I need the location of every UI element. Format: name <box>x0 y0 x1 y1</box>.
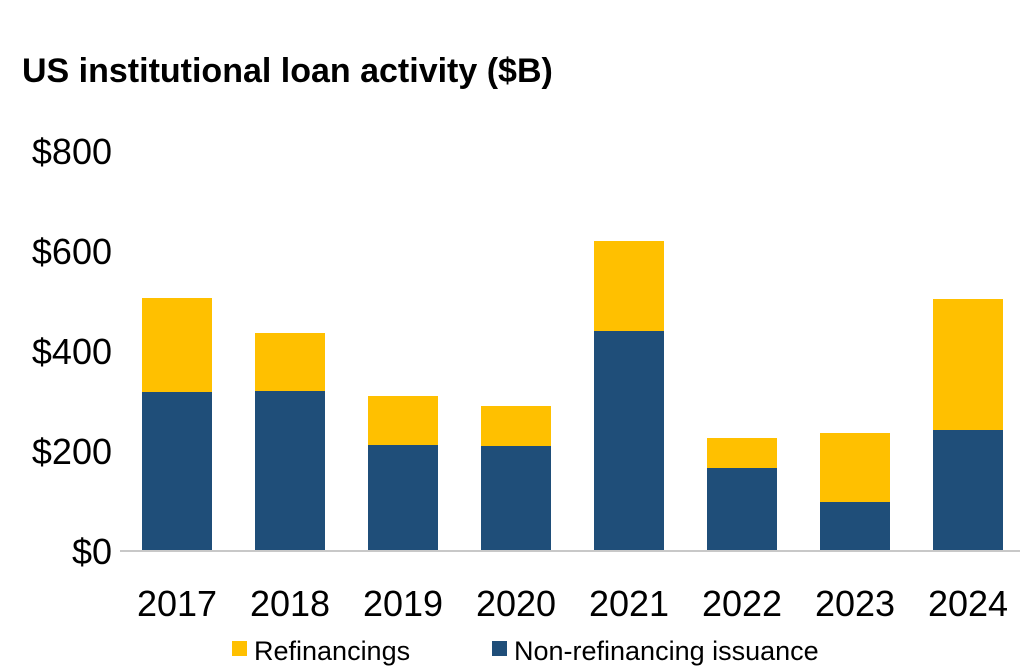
x-tick-label: 2022 <box>702 583 782 624</box>
bar-non-refinancing-issuance-2017 <box>142 392 212 551</box>
legend-label: Refinancings <box>254 636 410 666</box>
bar-non-refinancing-issuance-2021 <box>594 331 664 551</box>
x-tick-label: 2021 <box>589 583 669 624</box>
y-tick-label: $400 <box>32 331 112 372</box>
bar-refinancings-2020 <box>481 406 551 446</box>
chart-title: US institutional loan activity ($B) <box>22 52 553 90</box>
y-tick-label: $600 <box>32 231 112 272</box>
bar-refinancings-2023 <box>820 433 890 502</box>
bar-non-refinancing-issuance-2023 <box>820 502 890 551</box>
bar-non-refinancing-issuance-2022 <box>707 468 777 551</box>
bar-refinancings-2017 <box>142 298 212 392</box>
bar-non-refinancing-issuance-2020 <box>481 446 551 551</box>
y-tick-label: $200 <box>32 431 112 472</box>
bar-non-refinancing-issuance-2024 <box>933 430 1003 551</box>
bar-refinancings-2019 <box>368 396 438 445</box>
bar-refinancings-2022 <box>707 438 777 468</box>
x-tick-label: 2019 <box>363 583 443 624</box>
x-tick-label: 2024 <box>928 583 1008 624</box>
bar-non-refinancing-issuance-2018 <box>255 391 325 551</box>
x-tick-label: 2020 <box>476 583 556 624</box>
y-tick-label: $800 <box>32 131 112 172</box>
legend-swatch <box>232 641 247 656</box>
bar-refinancings-2021 <box>594 241 664 331</box>
y-tick-label: $0 <box>72 531 112 572</box>
x-tick-label: 2018 <box>250 583 330 624</box>
x-tick-label: 2023 <box>815 583 895 624</box>
x-tick-label: 2017 <box>137 583 217 624</box>
bar-refinancings-2018 <box>255 333 325 391</box>
bar-refinancings-2024 <box>933 299 1003 430</box>
bar-non-refinancing-issuance-2019 <box>368 445 438 551</box>
legend-swatch <box>492 641 507 656</box>
legend-label: Non-refinancing issuance <box>514 636 819 666</box>
